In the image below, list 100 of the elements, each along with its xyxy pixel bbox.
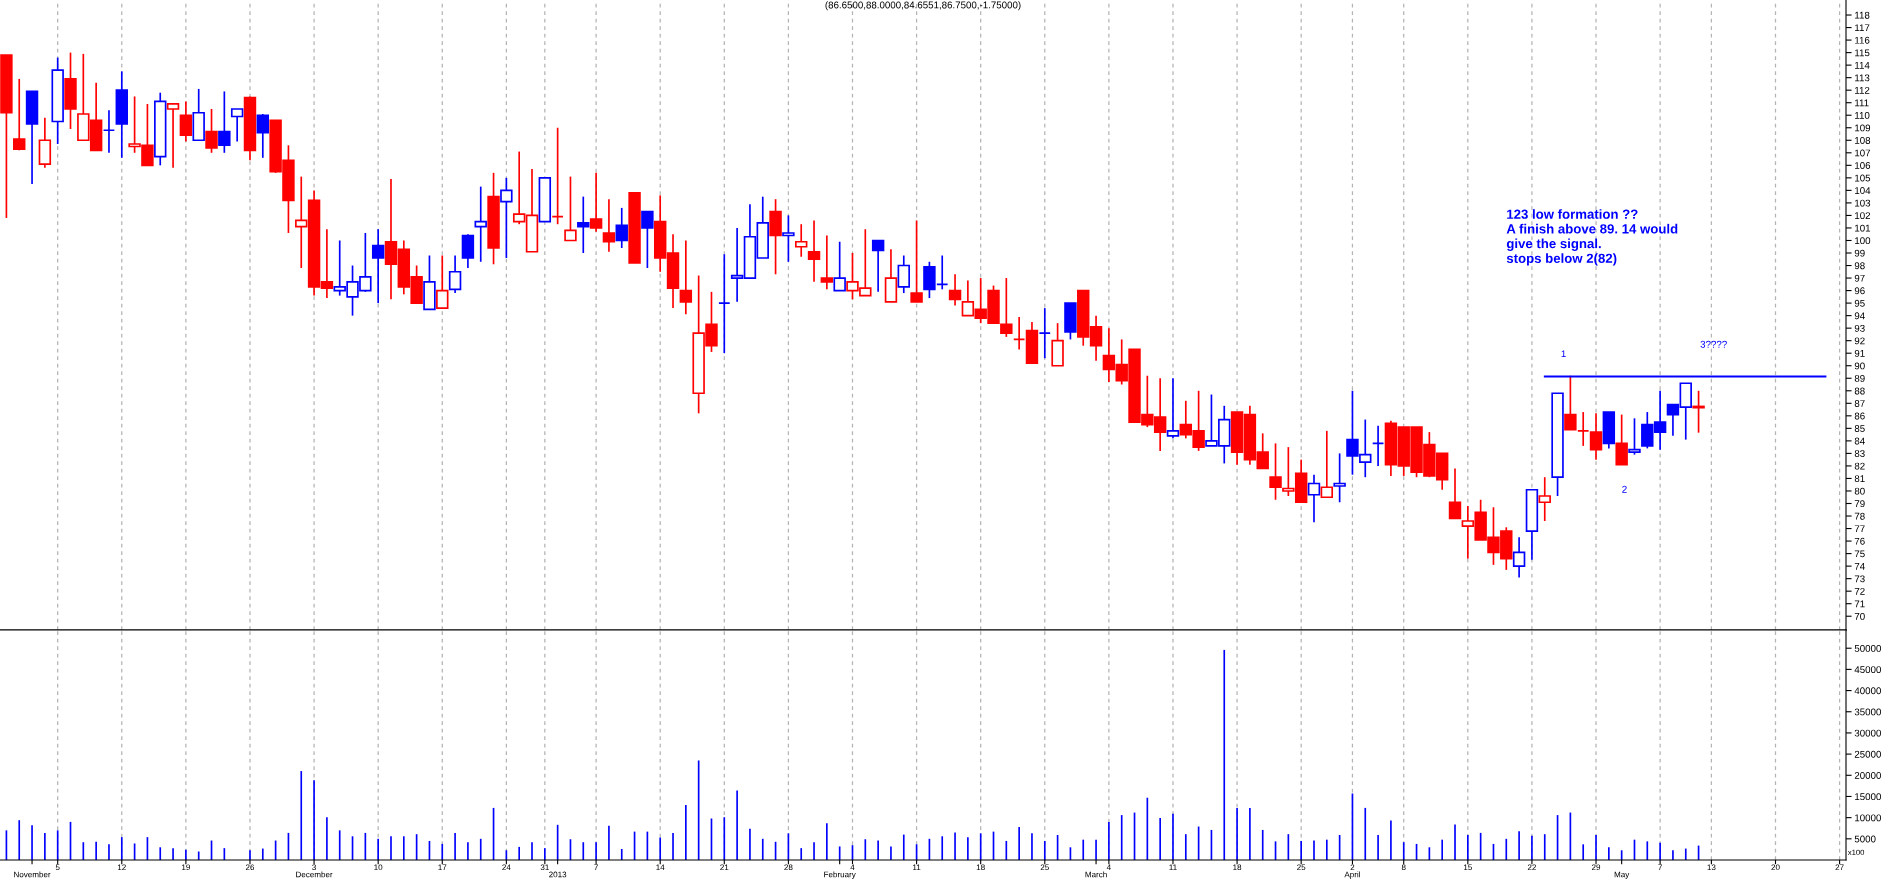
y-tick-label: 115	[1855, 49, 1870, 57]
x-tick-label: 25	[1297, 864, 1306, 871]
candlestick	[1564, 374, 1577, 431]
x-tick-label: 26	[245, 864, 255, 871]
candlestick	[500, 177, 513, 259]
x-tick-label: 7	[594, 864, 598, 870]
y-tick-label: 90	[1854, 362, 1865, 370]
y-tick-label: 105	[1855, 174, 1871, 182]
x-tick-label: 4	[1106, 864, 1111, 870]
y-tick-label: 84	[1854, 437, 1865, 445]
y-tick-label: 109	[1855, 124, 1871, 132]
y-tick-label: 80	[1854, 487, 1865, 495]
candlestick	[615, 207, 628, 249]
candlestick	[205, 108, 218, 154]
x-tick-label: 8	[1401, 864, 1406, 871]
x-tick-label: 14	[656, 864, 665, 870]
y-tick-label: 104	[1855, 187, 1871, 194]
y-tick-label: 83	[1854, 450, 1865, 458]
candlestick	[1166, 377, 1180, 440]
candlestick	[871, 239, 885, 293]
candlestick	[769, 198, 782, 276]
x-tick-label: 17	[438, 864, 447, 870]
x-tick-label: 2 April	[1344, 864, 1360, 879]
y-tick-label: 112	[1855, 86, 1870, 94]
x-tick-label: 21	[720, 864, 729, 870]
annotation: 123 low formation ?? A finish above 89. 14 would give the signal. stops below 2(82)	[1506, 209, 1678, 266]
candlestick	[38, 116, 52, 169]
candlestick	[564, 175, 577, 242]
y-tick-label: 71	[1854, 600, 1865, 608]
y-tick-label: 111	[1855, 99, 1869, 107]
y-tick-label: 50000	[1854, 644, 1881, 652]
x-tick-label: 18	[1233, 864, 1242, 871]
y-tick-label: 74	[1854, 562, 1865, 570]
y-tick-label: 116	[1855, 36, 1870, 44]
y-tick-label: 15000	[1855, 793, 1881, 801]
y-tick-label: 117	[1855, 24, 1870, 32]
y-tick-label: 40000	[1854, 687, 1881, 695]
y-tick-label: 103	[1855, 199, 1871, 207]
y-tick-label: 110	[1855, 111, 1870, 119]
y-tick-label: 89	[1854, 374, 1865, 382]
y-tick-label: 95	[1854, 299, 1865, 307]
y-tick-label: 79	[1854, 500, 1865, 508]
y-tick-label: 98	[1854, 262, 1865, 270]
y-tick-label: 92	[1854, 337, 1865, 345]
x-tick-label: November	[14, 871, 51, 878]
y-tick-label: 113	[1855, 74, 1870, 82]
y-tick-label: 45000	[1854, 666, 1881, 674]
y-tick-label: 35000	[1854, 708, 1881, 716]
candlestick	[641, 210, 654, 269]
y-tick-label: 102	[1855, 212, 1871, 220]
x-tick-label: 11	[1169, 864, 1177, 870]
candlestick	[589, 172, 603, 233]
y-tick-label: 78	[1854, 512, 1865, 520]
y-tick-label: 85	[1854, 425, 1865, 432]
x-tick-label: 24	[502, 864, 511, 870]
y-tick-label: 82	[1854, 462, 1865, 470]
x-tick-label: 11	[913, 864, 921, 870]
x-tick-label: 13	[1707, 864, 1716, 871]
x-tick-label: March	[1085, 871, 1107, 878]
candlestick	[820, 234, 834, 291]
y-tick-label: 70	[1854, 612, 1865, 620]
chart-title: (86.6500,88.0000,84.6551,86.7500,-1.75000)	[825, 1, 1021, 11]
x-tick-label: 15	[1463, 864, 1472, 871]
candlestick	[179, 100, 193, 143]
y-tick-label: 87	[1854, 400, 1865, 407]
candlestick	[1371, 425, 1385, 467]
y-tick-label: 86	[1854, 412, 1865, 420]
x-tick-label: 5	[55, 864, 60, 871]
y-tick-label: 77	[1854, 525, 1865, 533]
x-tick-label: 27	[1835, 864, 1844, 870]
y-tick-label: 76	[1854, 537, 1865, 545]
y-tick-label: 88	[1854, 387, 1865, 395]
x-tick-label: 7	[1658, 864, 1662, 870]
y-tick-label: 30000	[1854, 729, 1881, 737]
y-tick-label: 94	[1854, 312, 1865, 320]
x-tick-label: 19	[182, 864, 190, 871]
x-tick-label: May	[1614, 871, 1630, 879]
candlestick	[910, 219, 923, 303]
candlestick	[256, 113, 270, 159]
y-tick-label: 75	[1854, 550, 1865, 558]
candlestick	[1038, 307, 1052, 360]
y-tick-label: 108	[1855, 137, 1871, 144]
x-tick-label: 3 December	[296, 864, 333, 878]
candlestick	[1448, 467, 1462, 520]
y-tick-label: 96	[1854, 287, 1865, 295]
candlestick	[948, 273, 962, 307]
y-tick-label: 72	[1854, 587, 1865, 595]
y-tick-label: 114	[1855, 61, 1870, 69]
candlestick	[718, 253, 731, 355]
x-tick-label: 31	[540, 864, 549, 871]
candlestick	[13, 78, 26, 152]
x-tick-label: 2013	[549, 871, 567, 878]
candlestick	[474, 185, 487, 263]
x-tick-label: 12	[117, 864, 126, 870]
y-tick-label: 106	[1855, 162, 1871, 169]
x-tick-label: 28	[784, 864, 793, 871]
candlestick	[1512, 536, 1526, 579]
x-tick-label: 25	[1040, 864, 1049, 871]
y-tick-label: 97	[1854, 274, 1865, 282]
annotation: 3????	[1700, 340, 1727, 348]
